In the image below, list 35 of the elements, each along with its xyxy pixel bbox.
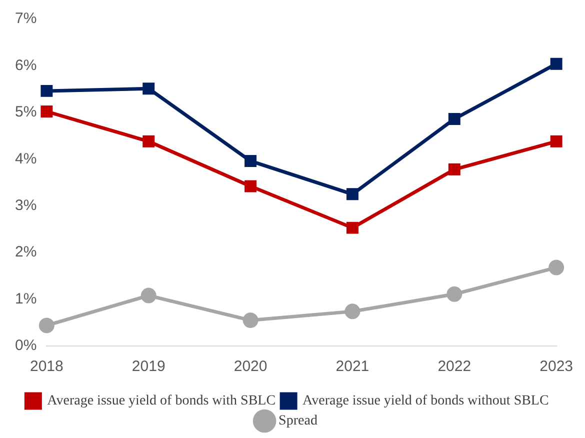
y-tick-label: 1% — [14, 290, 37, 308]
point — [446, 286, 462, 302]
point — [548, 260, 564, 276]
point — [550, 135, 562, 148]
point — [346, 188, 358, 200]
point — [550, 58, 562, 70]
y-tick-label: 2% — [14, 244, 37, 261]
y-tick-label: 7% — [14, 10, 37, 28]
x-tick-label: 2023 — [540, 358, 574, 376]
point — [448, 163, 460, 176]
y-tick-label: 3% — [14, 197, 37, 214]
point — [244, 155, 257, 168]
y-tick-label: 5% — [14, 104, 37, 121]
y-tick-label: 4% — [14, 150, 37, 168]
point — [448, 112, 460, 125]
legend-label: Average issue yield of bonds without SBLC — [302, 394, 549, 409]
x-tick-label: 2021 — [336, 358, 370, 376]
legend-label: Spread — [278, 414, 318, 429]
y-tick-label: 0% — [14, 337, 37, 354]
point — [244, 180, 257, 192]
x-tick-label: 2022 — [438, 358, 472, 376]
legend-label: Average issue yield of bonds with SBLC — [47, 394, 276, 409]
point — [142, 82, 155, 95]
point — [142, 135, 155, 148]
x-tick-label: 2019 — [132, 358, 166, 376]
point — [242, 312, 258, 328]
y-tick-label: 6% — [14, 56, 37, 74]
point — [346, 222, 358, 234]
x-tick-label: 2020 — [234, 358, 268, 376]
point — [40, 106, 53, 118]
x-tick-label: 2018 — [30, 358, 64, 376]
point — [140, 288, 156, 304]
point — [344, 304, 360, 320]
point — [40, 84, 53, 97]
point — [38, 318, 54, 334]
